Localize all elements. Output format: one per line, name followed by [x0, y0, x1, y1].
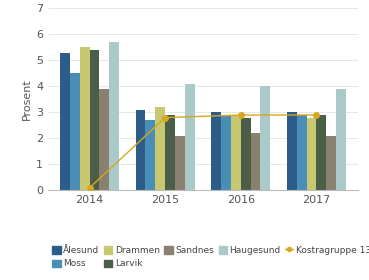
Bar: [136, 110, 145, 190]
Bar: [99, 89, 109, 190]
Bar: [80, 47, 90, 190]
Y-axis label: Prosent: Prosent: [22, 78, 32, 120]
Bar: [326, 136, 336, 190]
Bar: [287, 112, 297, 190]
Bar: [307, 118, 316, 190]
Bar: [251, 133, 261, 190]
Bar: [70, 73, 80, 190]
Bar: [336, 89, 346, 190]
Bar: [155, 107, 165, 190]
Bar: [241, 118, 251, 190]
Bar: [90, 50, 99, 190]
Bar: [60, 53, 70, 190]
Bar: [109, 42, 119, 190]
Legend: Ålesund, Moss, Drammen, Larvik, Sandnes, Haugesund, Kostragruppe 13: Ålesund, Moss, Drammen, Larvik, Sandnes,…: [52, 246, 369, 269]
Bar: [145, 120, 155, 190]
Bar: [231, 115, 241, 190]
Bar: [221, 115, 231, 190]
Bar: [261, 87, 270, 190]
Bar: [185, 84, 194, 190]
Bar: [211, 112, 221, 190]
Bar: [165, 115, 175, 190]
Bar: [316, 115, 326, 190]
Bar: [175, 136, 185, 190]
Bar: [297, 115, 307, 190]
